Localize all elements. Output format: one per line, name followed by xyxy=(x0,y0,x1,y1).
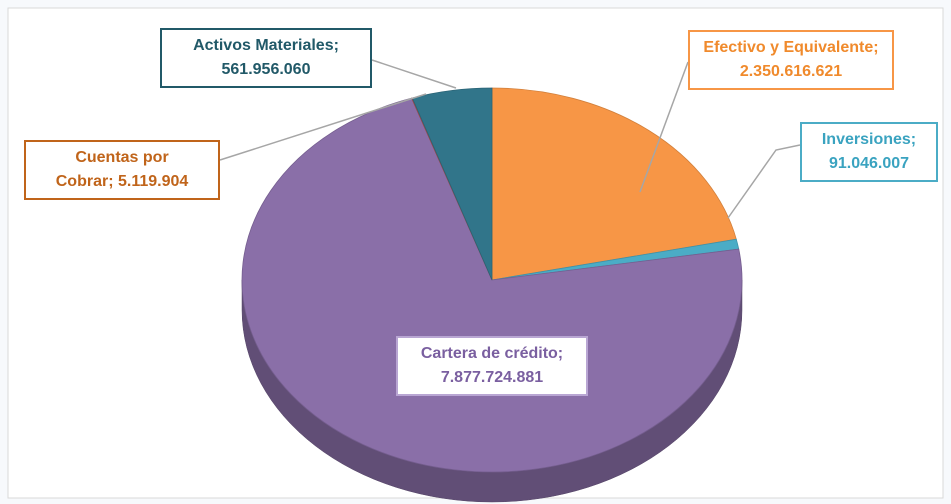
label-value: 7.877.724.881 xyxy=(440,369,544,386)
label-separator: ; xyxy=(910,131,917,148)
slice xyxy=(241,97,743,473)
label-category: Activos Materiales xyxy=(193,37,334,54)
label-separator: ; xyxy=(873,39,879,56)
label-category: Cuentas por Cobrar xyxy=(55,149,169,190)
leader-line xyxy=(639,61,689,193)
leader-line xyxy=(219,93,427,161)
label-value: 561.956.060 xyxy=(221,61,311,78)
leader-line xyxy=(727,144,801,219)
label-category: Efectivo y Equivalente xyxy=(703,39,874,56)
leader-line xyxy=(371,59,457,89)
label-separator: ; xyxy=(108,173,114,190)
label-separator: ; xyxy=(333,37,339,54)
label-value: 2.350.616.621 xyxy=(739,63,843,80)
label-category: Inversiones xyxy=(821,131,911,148)
label-category: Cartera de crédito xyxy=(420,345,558,362)
data-label: Efectivo y Equivalente; 2.350.616.621 xyxy=(688,30,894,90)
data-label: Cuentas por Cobrar; 5.119.904 xyxy=(24,140,220,200)
label-value: 5.119.904 xyxy=(117,173,189,190)
slice xyxy=(491,87,737,281)
label-separator: ; xyxy=(557,345,564,362)
data-label: Activos Materiales; 561.956.060 xyxy=(160,28,372,88)
label-value: 91.046.007 xyxy=(828,155,910,172)
data-label: Inversiones; 91.046.007 xyxy=(800,122,938,182)
data-label: Cartera de crédito; 7.877.724.881 xyxy=(396,336,588,396)
